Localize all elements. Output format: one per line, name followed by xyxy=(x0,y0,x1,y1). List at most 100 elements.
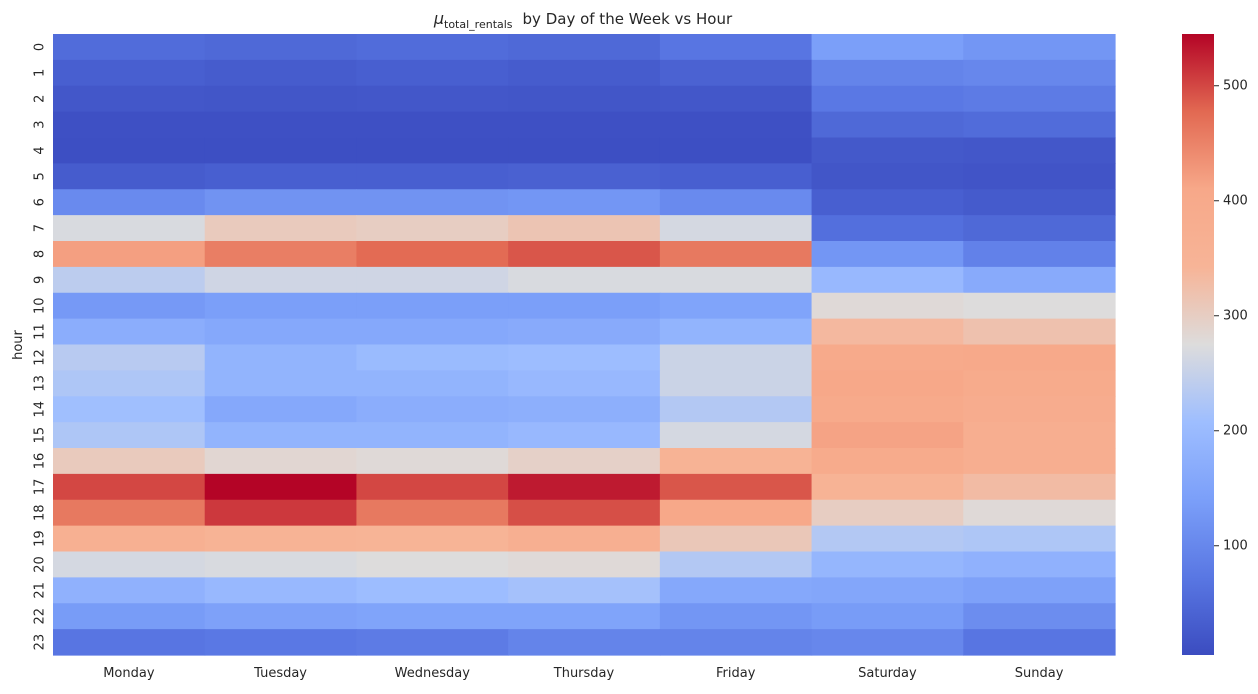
y-tick-label: 12 xyxy=(33,349,48,366)
heatmap-cell xyxy=(659,189,813,216)
chart-title: μtotal_rentals by Day of the Week vs Hour xyxy=(433,9,733,31)
heatmap-cell xyxy=(963,422,1116,449)
heatmap-cell xyxy=(508,292,661,320)
heatmap-cell xyxy=(811,448,964,475)
heatmap-cell xyxy=(204,111,358,139)
heatmap-cell xyxy=(53,189,206,216)
heatmap-cell xyxy=(508,215,661,242)
heatmap-cell xyxy=(356,396,509,423)
heatmap-cell xyxy=(963,85,1116,113)
colorbar-ticks: 100 200 300 400 500 xyxy=(1214,78,1248,553)
heatmap-cell xyxy=(963,448,1116,475)
x-tick-label: Sunday xyxy=(1015,666,1064,681)
heatmap-cell xyxy=(204,525,358,553)
x-tick-label: Tuesday xyxy=(253,666,307,681)
heatmap-cell xyxy=(963,163,1116,190)
heatmap-cell xyxy=(963,344,1116,371)
heatmap-cell xyxy=(204,292,358,320)
heatmap-cell xyxy=(53,292,206,320)
colorbar-tick-label: 100 xyxy=(1223,538,1248,553)
heatmap-cell xyxy=(963,111,1116,139)
heatmap-cell xyxy=(811,603,964,630)
y-tick-label: 23 xyxy=(33,634,48,651)
heatmap-cell xyxy=(204,551,358,578)
heatmap-cell xyxy=(356,318,509,346)
heatmap-cell xyxy=(53,396,206,423)
y-tick-label: 21 xyxy=(33,582,48,599)
y-tick-label: 0 xyxy=(33,43,48,51)
heatmap-cell xyxy=(508,422,661,449)
heatmap-cell xyxy=(204,603,358,630)
heatmap-cell xyxy=(356,448,509,475)
heatmap-cell xyxy=(356,215,509,242)
y-tick-label: 17 xyxy=(33,479,48,496)
heatmap-cell xyxy=(508,629,661,656)
heatmap-cell xyxy=(356,137,509,164)
heatmap-cell xyxy=(53,241,206,268)
heatmap-cell xyxy=(659,85,813,113)
heatmap-cell xyxy=(508,370,661,397)
heatmap-cell xyxy=(963,189,1116,216)
heatmap-cell xyxy=(53,577,206,604)
y-tick-label: 8 xyxy=(33,250,48,258)
heatmap-cell xyxy=(963,137,1116,164)
heatmap-cell xyxy=(963,525,1116,553)
heatmap-cell xyxy=(356,603,509,630)
heatmap-cell xyxy=(659,370,813,397)
heatmap-cell xyxy=(811,137,964,164)
heatmap-cell xyxy=(508,344,661,371)
y-tick-label: 19 xyxy=(33,530,48,547)
heatmap-cell xyxy=(811,551,964,578)
heatmap-cell xyxy=(53,85,206,113)
heatmap-cell xyxy=(659,629,813,656)
x-tick-label: Saturday xyxy=(858,666,917,681)
heatmap-cell xyxy=(963,577,1116,604)
y-axis-label: hour xyxy=(11,329,26,359)
y-tick-label: 4 xyxy=(33,146,48,154)
heatmap-cell xyxy=(508,318,661,346)
title-rest: by Day of the Week vs Hour xyxy=(523,10,733,28)
y-tick-label: 5 xyxy=(33,172,48,180)
heatmap-cell xyxy=(811,59,964,87)
heatmap-cell xyxy=(963,59,1116,87)
y-tick-label: 3 xyxy=(33,120,48,128)
y-tick-label: 1 xyxy=(33,69,48,77)
heatmap-cell xyxy=(53,344,206,371)
heatmap-cell xyxy=(204,629,358,656)
heatmap-cell xyxy=(356,266,509,294)
heatmap-cell xyxy=(508,34,661,61)
heatmap-cell xyxy=(53,266,206,294)
heatmap-cell xyxy=(811,215,964,242)
heatmap-cell xyxy=(53,551,206,578)
heatmap-cell xyxy=(659,292,813,320)
heatmap-cell xyxy=(963,629,1116,656)
heatmap-cell xyxy=(204,34,358,61)
heatmap-cell xyxy=(53,370,206,397)
heatmap-cells xyxy=(53,34,1116,656)
heatmap-cell xyxy=(204,59,358,87)
heatmap-cell xyxy=(508,603,661,630)
heatmap-cell xyxy=(659,344,813,371)
x-tick-label: Friday xyxy=(716,666,756,681)
heatmap-cell xyxy=(53,603,206,630)
colorbar xyxy=(1182,34,1214,655)
heatmap-cell xyxy=(356,422,509,449)
heatmap-cell xyxy=(659,59,813,87)
y-tick-label: 9 xyxy=(33,276,48,284)
heatmap-cell xyxy=(356,370,509,397)
heatmap-cell xyxy=(508,189,661,216)
heatmap-cell xyxy=(508,111,661,139)
heatmap-cell xyxy=(659,448,813,475)
heatmap-cell xyxy=(204,499,358,527)
heatmap-cell xyxy=(963,370,1116,397)
heatmap-cell xyxy=(659,473,813,501)
heatmap-cell xyxy=(53,111,206,139)
title-symbol: μ xyxy=(433,9,444,28)
heatmap-cell xyxy=(659,422,813,449)
heatmap-cell xyxy=(508,525,661,553)
heatmap-cell xyxy=(356,59,509,87)
heatmap-cell xyxy=(53,215,206,242)
y-tick-label: 18 xyxy=(33,504,48,521)
heatmap-cell xyxy=(204,266,358,294)
